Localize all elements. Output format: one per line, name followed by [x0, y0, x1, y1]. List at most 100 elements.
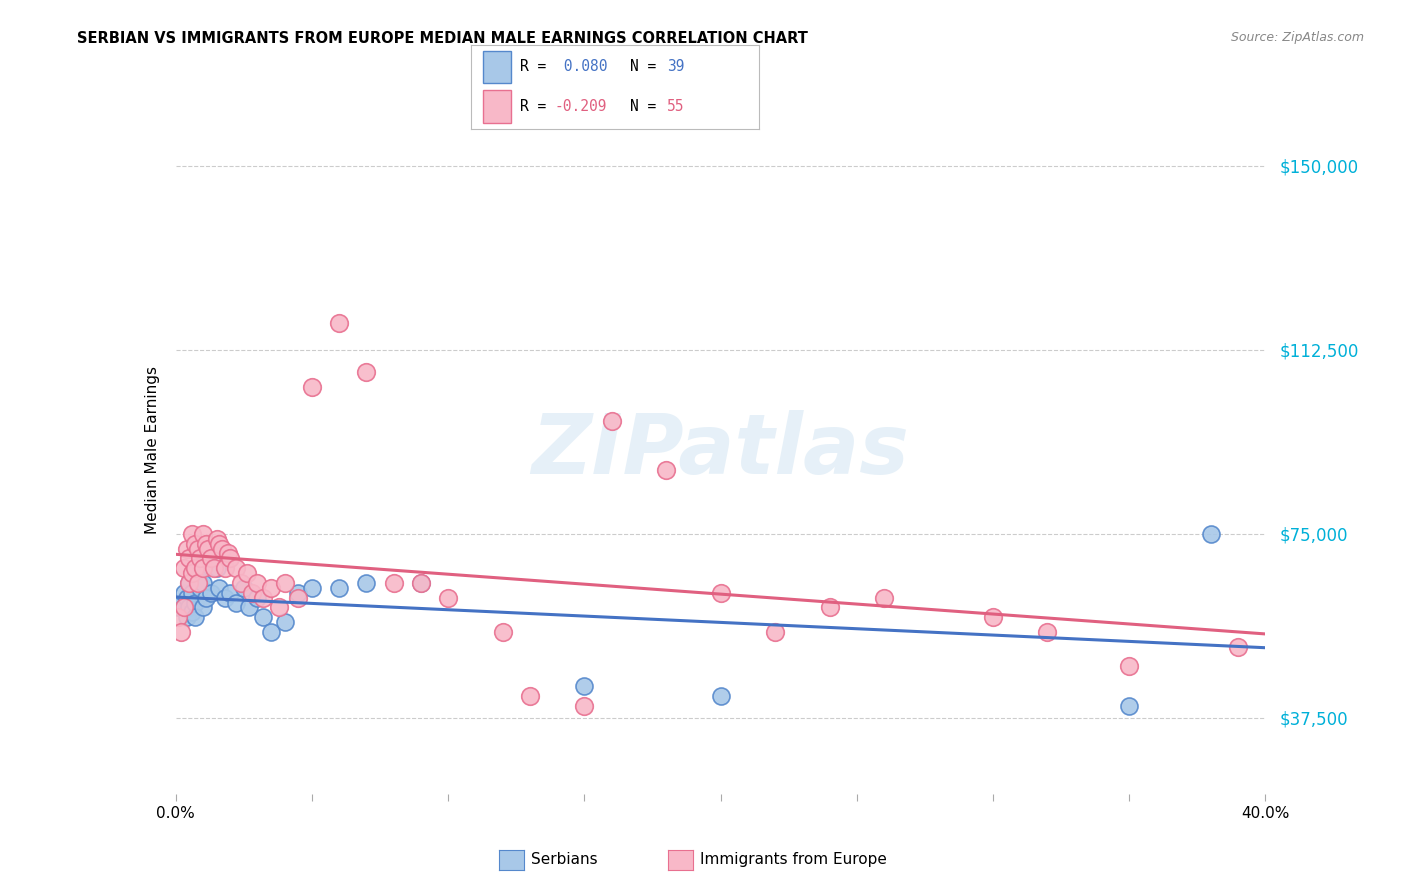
Point	[328, 581, 350, 595]
Y-axis label: Median Male Earnings: Median Male Earnings	[145, 367, 160, 534]
Point	[191, 600, 214, 615]
Point	[191, 576, 214, 591]
Point	[191, 526, 214, 541]
Point	[274, 576, 297, 591]
Point	[181, 566, 204, 581]
Text: R =: R =	[520, 99, 555, 114]
Text: R =: R =	[520, 59, 555, 74]
Point	[181, 586, 204, 600]
Point	[173, 586, 195, 600]
Point	[260, 624, 283, 639]
Point	[655, 463, 678, 477]
Point	[214, 591, 236, 605]
Point	[231, 576, 253, 591]
Point	[301, 380, 323, 394]
Point	[981, 610, 1004, 624]
Point	[1036, 624, 1059, 639]
Point	[287, 586, 309, 600]
Point	[176, 610, 198, 624]
Point	[356, 576, 378, 591]
Point	[173, 600, 195, 615]
Point	[208, 537, 231, 551]
Point	[181, 605, 204, 619]
Point	[1118, 698, 1140, 713]
Point	[1199, 526, 1222, 541]
Point	[200, 586, 222, 600]
Point	[167, 610, 190, 624]
Point	[269, 600, 291, 615]
Point	[214, 561, 236, 575]
Point	[173, 600, 195, 615]
Point	[246, 591, 269, 605]
Text: N =: N =	[630, 59, 665, 74]
Point	[437, 591, 460, 605]
Point	[188, 581, 211, 595]
Point	[287, 591, 309, 605]
Point	[186, 571, 209, 585]
Point	[194, 591, 217, 605]
Point	[205, 532, 228, 546]
Point	[184, 537, 207, 551]
Text: Serbians: Serbians	[531, 853, 598, 867]
Point	[1227, 640, 1250, 654]
Point	[763, 624, 786, 639]
Point	[328, 316, 350, 330]
Point	[600, 414, 623, 428]
Point	[240, 586, 263, 600]
Text: Source: ZipAtlas.com: Source: ZipAtlas.com	[1230, 31, 1364, 45]
Text: 39: 39	[666, 59, 685, 74]
Point	[194, 537, 217, 551]
Text: 0.080: 0.080	[554, 59, 607, 74]
Point	[818, 600, 841, 615]
Point	[186, 541, 209, 556]
Text: SERBIAN VS IMMIGRANTS FROM EUROPE MEDIAN MALE EARNINGS CORRELATION CHART: SERBIAN VS IMMIGRANTS FROM EUROPE MEDIAN…	[77, 31, 808, 46]
Point	[188, 551, 211, 566]
Text: ZIPatlas: ZIPatlas	[531, 410, 910, 491]
Point	[179, 576, 201, 591]
Text: 55: 55	[666, 99, 685, 114]
Point	[274, 615, 297, 630]
Point	[186, 576, 209, 591]
Point	[191, 561, 214, 575]
Point	[167, 600, 190, 615]
Point	[181, 526, 204, 541]
Bar	[482, 51, 512, 83]
Point	[219, 586, 242, 600]
Point	[232, 581, 254, 595]
Point	[1118, 659, 1140, 673]
Point	[170, 596, 193, 610]
Point	[246, 576, 269, 591]
Point	[184, 610, 207, 624]
Point	[217, 546, 239, 561]
Point	[301, 581, 323, 595]
Point	[208, 581, 231, 595]
Point	[184, 561, 207, 575]
Text: N =: N =	[630, 99, 665, 114]
Point	[873, 591, 896, 605]
Point	[252, 591, 274, 605]
Point	[179, 576, 201, 591]
Point	[170, 624, 193, 639]
Point	[179, 551, 201, 566]
Point	[710, 689, 733, 703]
Point	[200, 551, 222, 566]
Point	[176, 541, 198, 556]
Point	[710, 586, 733, 600]
Point	[225, 561, 247, 575]
Point	[574, 679, 596, 693]
Point	[519, 689, 541, 703]
Bar	[482, 90, 512, 122]
Point	[260, 581, 283, 595]
Point	[184, 596, 207, 610]
Point	[179, 600, 201, 615]
Point	[225, 596, 247, 610]
Point	[382, 576, 405, 591]
Point	[238, 600, 260, 615]
Point	[173, 561, 195, 575]
Point	[205, 561, 228, 575]
Point	[492, 624, 515, 639]
Point	[211, 541, 233, 556]
Point	[219, 551, 242, 566]
Point	[574, 698, 596, 713]
Point	[197, 541, 219, 556]
